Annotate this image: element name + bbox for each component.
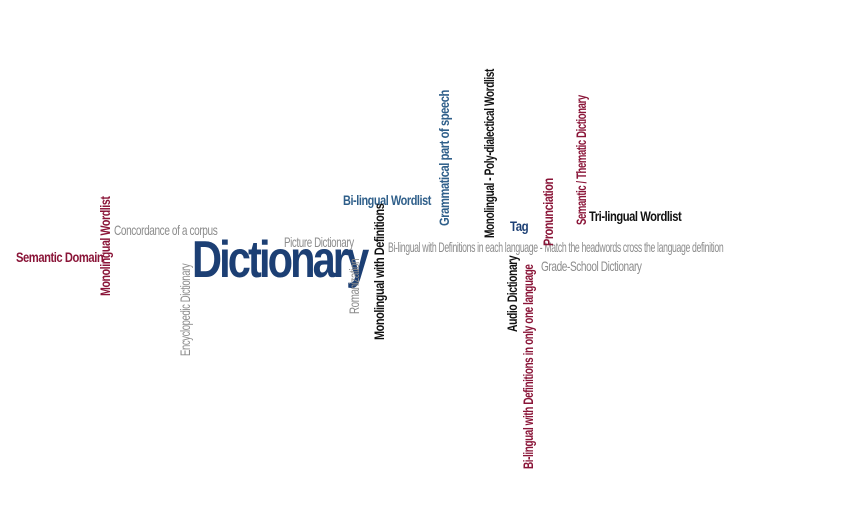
word-bilingual-with-definitions-one-language: Bi-lingual with Definitions in only one … bbox=[520, 264, 536, 469]
word-grammatical-part-of-speech: Grammatical part of speech bbox=[436, 90, 452, 226]
word-semantic-thematic-dictionary: Semantic / Thematic Dictionary bbox=[573, 95, 589, 225]
word-audio-dictionary: Audio Dictionary bbox=[504, 255, 520, 332]
word-trilingual-wordlist: Tri-lingual Wordlist bbox=[589, 208, 682, 224]
word-bilingual-with-definitions-each-language: Bi-lingual with Definitions in each lang… bbox=[388, 239, 724, 255]
word-encyclopedic-dictionary: Encyclopedic Dictionary bbox=[177, 263, 193, 356]
word-monolingual-with-definitions: Monolingual with Definitions bbox=[371, 203, 387, 340]
word-romanization: Romanization bbox=[346, 258, 362, 314]
word-dictionary: Dictionary bbox=[192, 231, 369, 289]
word-picture-dictionary: Picture Dictionary bbox=[284, 234, 354, 250]
word-concordance-of-a-corpus: Concordance of a corpus bbox=[114, 222, 218, 238]
word-pronunciation: Pronunciation bbox=[540, 178, 556, 246]
word-grade-school-dictionary: Grade-School Dictionary bbox=[541, 258, 642, 274]
word-semantic-domain: Semantic Domain bbox=[16, 249, 104, 265]
word-monolingual-poly-dialectical-wordlist: Monolingual - Poly-dialectical Wordlist bbox=[481, 69, 497, 238]
word-tag: Tag bbox=[510, 218, 529, 234]
word-bilingual-wordlist: Bi-lingual Wordlist bbox=[343, 192, 431, 208]
word-monolingual-wordlist: Monolingual Wordlist bbox=[97, 196, 113, 296]
